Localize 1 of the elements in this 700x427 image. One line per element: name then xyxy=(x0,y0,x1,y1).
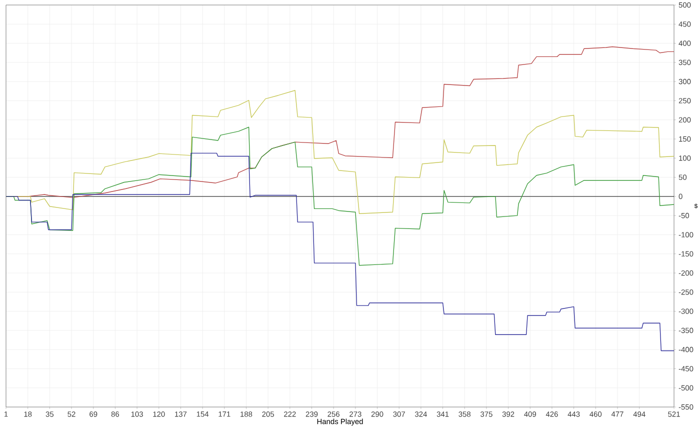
line-series xyxy=(6,152,674,352)
